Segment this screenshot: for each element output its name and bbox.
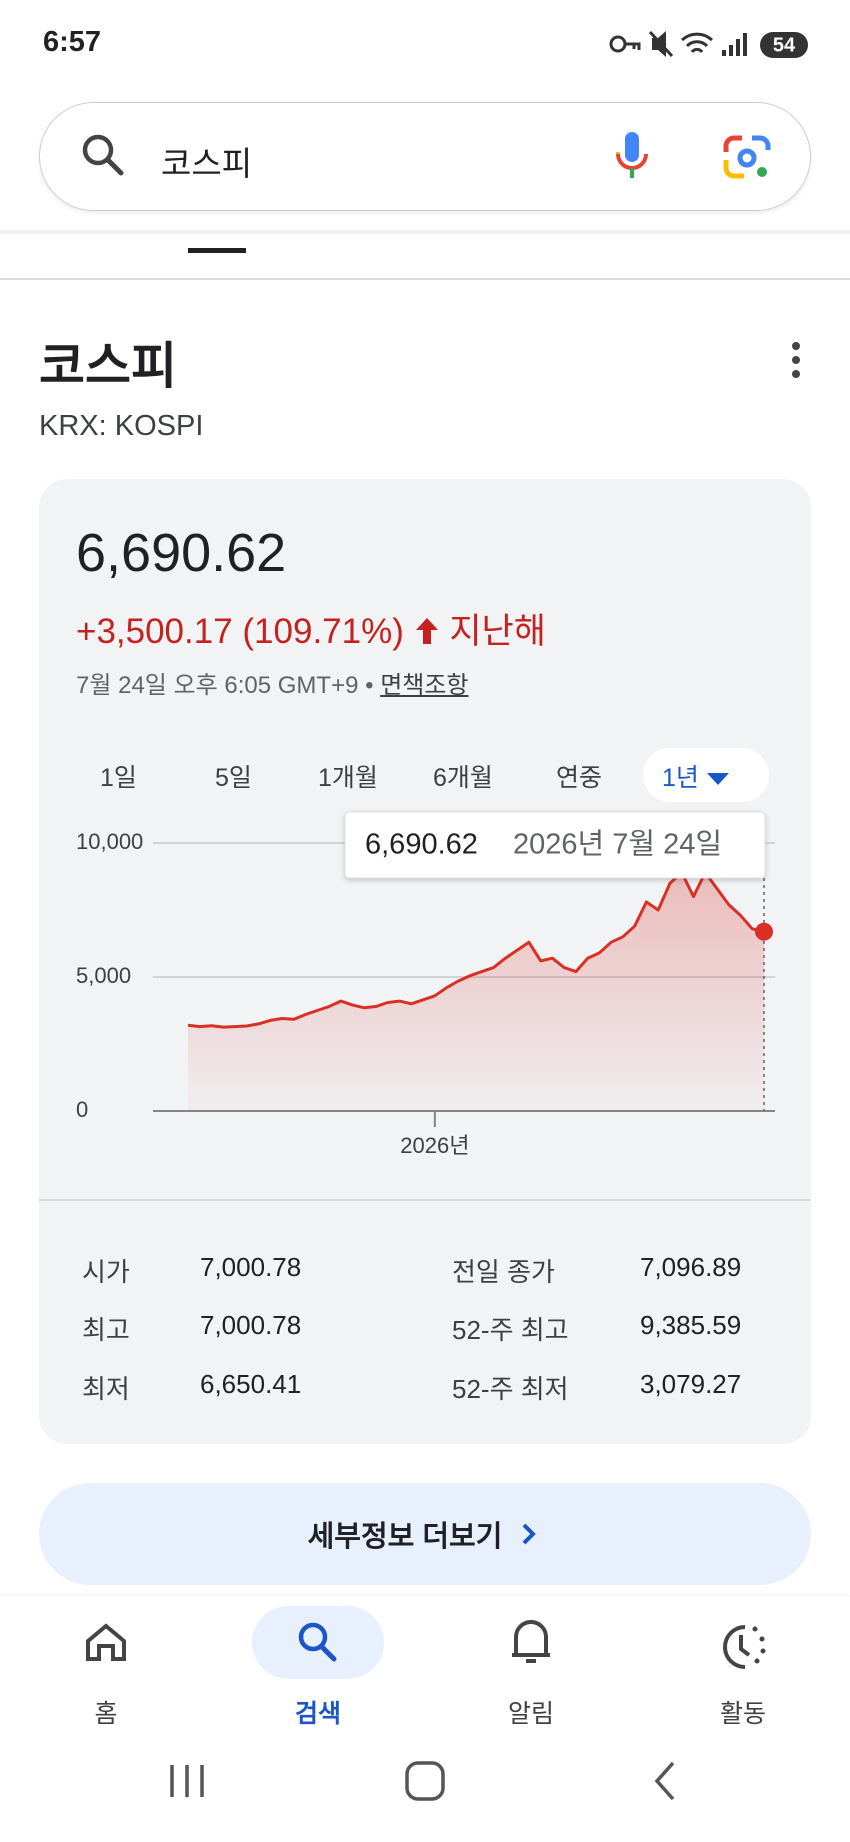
y-tick-label: 10,000: [76, 829, 143, 854]
tooltip-date: 2026년 7월 24일: [513, 828, 722, 861]
tooltip-box: [344, 811, 766, 879]
nav-label[interactable]: 홈: [94, 1700, 118, 1728]
range-tab-selected[interactable]: 1년: [662, 758, 730, 794]
y-tick-label: 5,000: [76, 963, 131, 988]
stat-value: 7,096.89: [640, 1252, 742, 1282]
timestamp-row: 7월 24일 오후 6:05 GMT+9 • 면책조항: [76, 665, 469, 700]
price: 6,690.62: [76, 523, 287, 583]
battery-level: 54: [773, 34, 796, 56]
more-menu[interactable]: [786, 340, 806, 380]
stat-value: 9,385.59: [640, 1310, 742, 1340]
home-icon[interactable]: [86, 1623, 126, 1661]
home-button[interactable]: [405, 1761, 445, 1801]
nav-label-active[interactable]: 검색: [294, 1700, 342, 1728]
search-query[interactable]: 코스피: [161, 145, 253, 182]
stat-value: 6,650.41: [200, 1369, 302, 1399]
stat-label: 최저: [82, 1374, 130, 1404]
divider: [0, 278, 850, 280]
button-label: 세부정보 더보기: [307, 1521, 503, 1553]
search-icon: [82, 134, 124, 176]
range-tab[interactable]: 5일: [215, 764, 252, 792]
tooltip: 6,690.62 2026년 7월 24일: [344, 811, 766, 879]
tab-indicator: [188, 248, 246, 253]
price-line: [187, 871, 765, 1029]
nav-active-pill: [252, 1606, 384, 1679]
search-nav-icon[interactable]: [298, 1622, 328, 1652]
range-label: 1년: [662, 764, 699, 792]
selected-range-bg: [643, 748, 769, 802]
stat-label: 시가: [82, 1257, 130, 1287]
disclaimer-link[interactable]: 면책조항: [380, 672, 469, 699]
stat-label: 최고: [82, 1315, 130, 1345]
more-details-button[interactable]: 세부정보 더보기: [39, 1483, 811, 1585]
change-period: 지난해: [449, 612, 546, 651]
nav-icons: [86, 1620, 766, 1801]
status-icons: 54: [609, 30, 808, 58]
stat-label: 전일 종가: [452, 1257, 555, 1287]
range-tab[interactable]: 연중: [556, 764, 603, 792]
lens-search[interactable]: [722, 134, 772, 184]
dropdown-caret: [706, 773, 729, 785]
chevron: [522, 1523, 537, 1545]
activity-icon[interactable]: [723, 1625, 746, 1669]
stat-label: 52-주 최고: [452, 1315, 569, 1345]
change-value: +3,500.17 (109.71%): [76, 612, 404, 651]
x-tick-label: 2026년: [400, 1133, 469, 1158]
nav-label[interactable]: 활동: [719, 1700, 767, 1728]
tab-strip: [0, 230, 850, 234]
range-tab[interactable]: 1일: [100, 764, 137, 792]
nav-label[interactable]: 알림: [507, 1700, 555, 1728]
separator: •: [365, 672, 374, 699]
search-bar[interactable]: [39, 102, 811, 211]
back-button[interactable]: [654, 1761, 675, 1801]
ticker: KRX: KOSPI: [39, 410, 204, 442]
range-tab[interactable]: 6개월: [433, 764, 493, 792]
recents-button[interactable]: [170, 1765, 204, 1797]
bell-icon[interactable]: [512, 1620, 550, 1663]
voice-search[interactable]: [612, 130, 652, 186]
range-tab[interactable]: 1개월: [318, 764, 378, 792]
status-time: 6:57: [43, 26, 102, 58]
tooltip-value: 6,690.62: [365, 829, 478, 861]
price-change: +3,500.17 (109.71%) 지난해: [76, 603, 546, 654]
timestamp: 7월 24일 오후 6:05 GMT+9: [76, 672, 359, 699]
stat-value: 7,000.78: [200, 1310, 302, 1340]
stat-label: 52-주 최저: [452, 1374, 569, 1404]
y-tick-label: 0: [76, 1097, 88, 1122]
bottom-nav: [0, 1597, 850, 1842]
stat-value: 7,000.78: [200, 1252, 302, 1282]
card-divider: [39, 1199, 811, 1201]
stat-value: 3,079.27: [640, 1369, 742, 1399]
entity-title: 코스피: [39, 338, 177, 394]
price-area: [188, 872, 764, 1111]
current-point: [755, 922, 773, 941]
up-arrow: [415, 618, 438, 644]
